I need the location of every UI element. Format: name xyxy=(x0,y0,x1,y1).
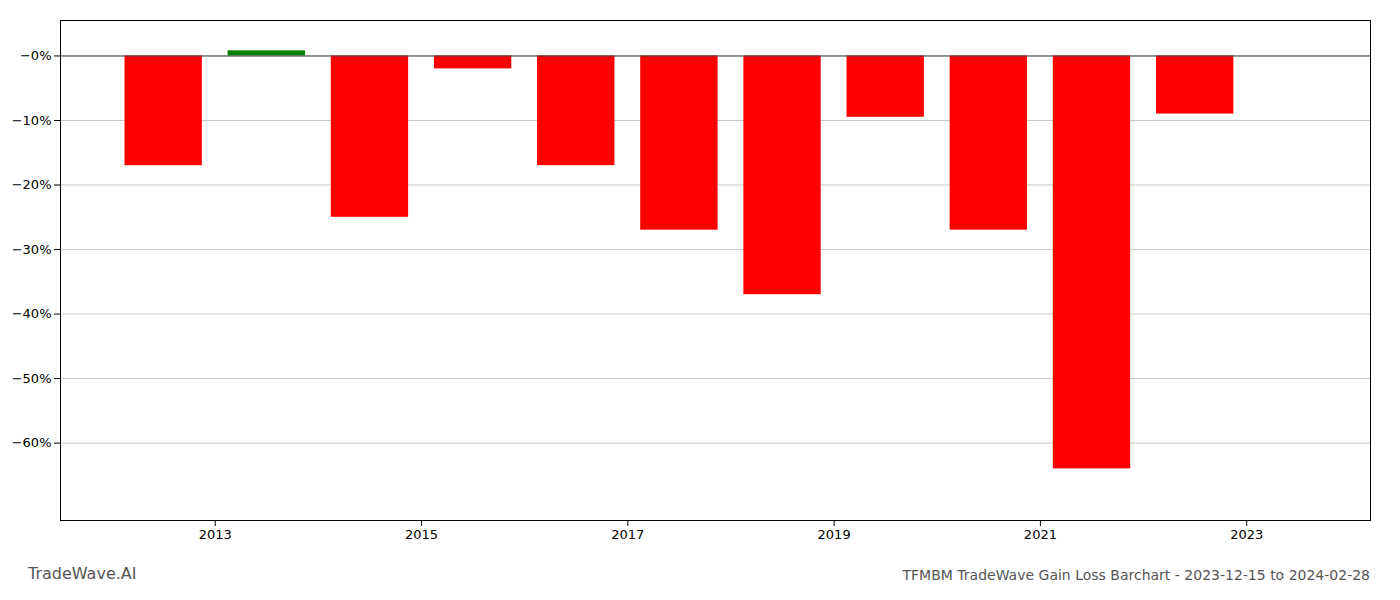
svg-text:−50%: −50% xyxy=(12,371,52,386)
svg-text:−10%: −10% xyxy=(12,113,52,128)
svg-text:2015: 2015 xyxy=(405,527,438,542)
svg-text:2013: 2013 xyxy=(199,527,232,542)
svg-text:2021: 2021 xyxy=(1024,527,1057,542)
html-text:TFMBM TradeWave Gain Loss Barc: TFMBM TradeWave Gain Loss Barchart - 202… xyxy=(902,567,1370,583)
svg-text:2019: 2019 xyxy=(818,527,851,542)
html-text:TradeWave.AI: TradeWave.AI xyxy=(28,564,137,583)
svg-text:−0%: −0% xyxy=(20,48,52,63)
svg-text:−20%: −20% xyxy=(12,177,52,192)
svg-text:−40%: −40% xyxy=(12,306,52,321)
svg-text:2017: 2017 xyxy=(611,527,644,542)
svg-text:−30%: −30% xyxy=(12,242,52,257)
svg-text:−60%: −60% xyxy=(12,435,52,450)
svg-text:2023: 2023 xyxy=(1230,527,1263,542)
